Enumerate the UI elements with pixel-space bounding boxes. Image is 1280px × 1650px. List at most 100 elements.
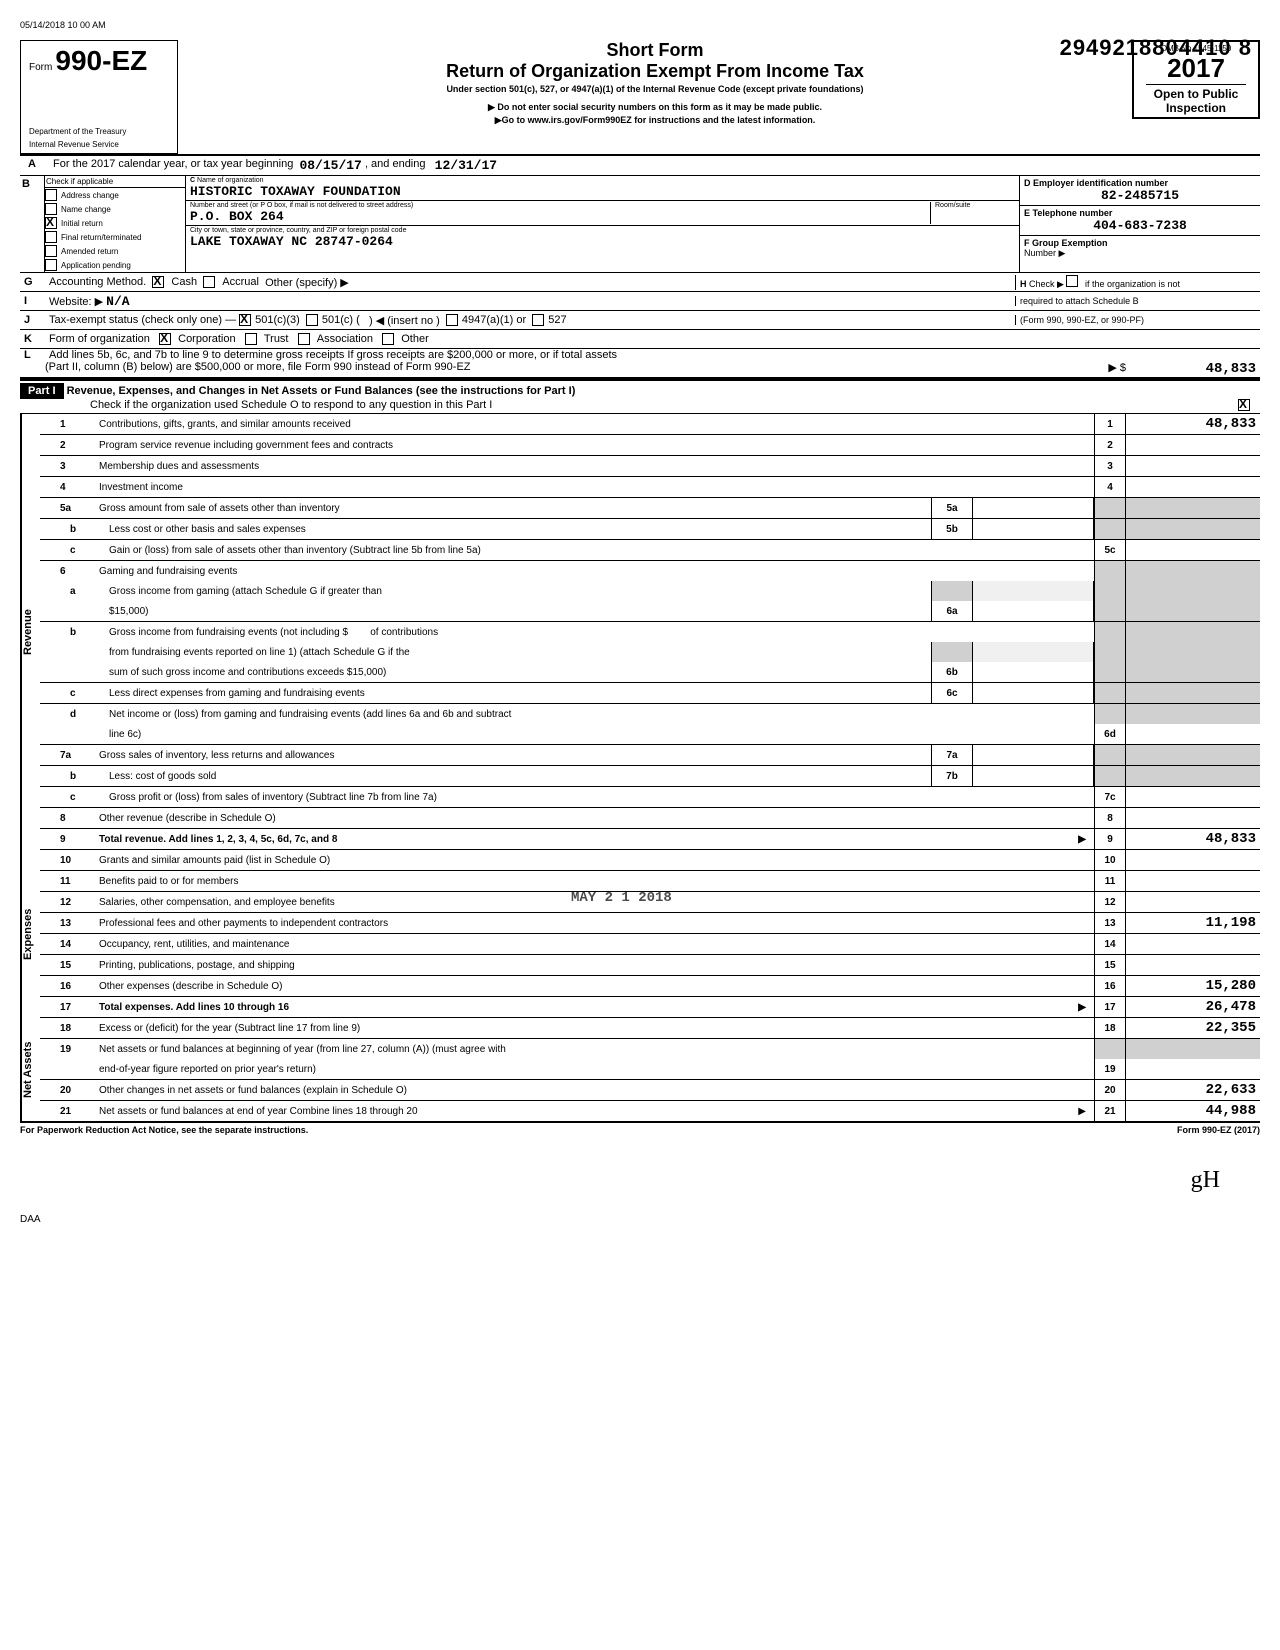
line-17-num: 17 (40, 997, 95, 1017)
line-15-val (1125, 955, 1260, 975)
line-8: 8 Other revenue (describe in Schedule O)… (40, 808, 1260, 829)
l-value: 48,833 (1126, 361, 1260, 377)
expenses-label: Expenses (21, 850, 40, 1018)
line-19-blank (40, 1059, 95, 1079)
l-text1: Add lines 5b, 6c, and 7b to line 9 to de… (49, 349, 617, 361)
line-5a-desc: Gross amount from sale of assets other t… (95, 498, 931, 518)
line-13-desc: Professional fees and other payments to … (95, 913, 1094, 933)
subtitle-2: ▶ Do not enter social security numbers o… (188, 102, 1122, 113)
initials: gH (20, 1167, 1220, 1194)
line-6: 6 Gaming and fundraising events (40, 561, 1260, 581)
assoc-checkbox[interactable] (298, 333, 310, 345)
line-7a-subval (973, 745, 1094, 765)
section-h: H Check ▶ if the organization is not (1015, 275, 1260, 290)
line-5b-num: b (40, 519, 105, 539)
line-7b-num: b (40, 766, 105, 786)
line-6b-desc3: from fundraising events reported on line… (105, 642, 931, 662)
line-6-num: 6 (40, 561, 95, 581)
line-1-desc: Contributions, gifts, grants, and simila… (95, 414, 1094, 434)
line-6a-2: $15,000) 6a (40, 601, 1260, 622)
line-5b-desc: Less cost or other basis and sales expen… (105, 519, 931, 539)
line-13-end: 13 (1094, 913, 1125, 933)
website-label: Website: ▶ (49, 295, 103, 308)
line-1-end: 1 (1094, 414, 1125, 434)
line-6b-num: b (40, 622, 105, 642)
public-inspection: Open to Public Inspection (1146, 84, 1246, 115)
line-10-end: 10 (1094, 850, 1125, 870)
dept-treasury: Department of the Treasury (29, 127, 169, 136)
line-6b-desc2: of contributions (370, 627, 438, 638)
line-6b-desc-wrap: Gross income from fundraising events (no… (105, 622, 1094, 642)
check-pending[interactable]: Application pending (45, 258, 185, 272)
line-14-desc: Occupancy, rent, utilities, and maintena… (95, 934, 1094, 954)
line-19-num: 19 (40, 1039, 95, 1059)
accounting-method-text: Accounting Method. (49, 276, 146, 288)
line-5b-shade (1094, 519, 1125, 539)
h-text2: required to attach Schedule B (1015, 296, 1260, 306)
corp-label: Corporation (178, 333, 235, 345)
trust-checkbox[interactable] (245, 333, 257, 345)
line-6b2-endshade (1125, 642, 1260, 662)
line-13-num: 13 (40, 913, 95, 933)
line-19-endshade (1125, 1039, 1260, 1059)
501c3-checkbox[interactable] (239, 314, 251, 326)
corp-checkbox[interactable] (159, 333, 171, 345)
label-k: K (20, 333, 49, 345)
line-6b-blank2 (40, 662, 105, 682)
group-exempt-label: Group Exemption (1032, 238, 1108, 248)
label-g: G (20, 276, 49, 288)
line-5a-subval (973, 498, 1094, 518)
line-6c-shade (1094, 683, 1125, 703)
group-number-label: Number ▶ (1024, 248, 1256, 259)
line-5c: c Gain or (loss) from sale of assets oth… (40, 540, 1260, 561)
check-name-change[interactable]: Name change (45, 202, 185, 216)
line-21: 21 Net assets or fund balances at end of… (40, 1101, 1260, 1121)
label-l: L (20, 349, 49, 361)
501c-checkbox[interactable] (306, 314, 318, 326)
line-13-val: 11,198 (1125, 913, 1260, 933)
check-final-return[interactable]: Final return/terminated (45, 230, 185, 244)
line-6d-endshade (1125, 704, 1260, 724)
line-5c-val (1125, 540, 1260, 560)
org-city-row: City or town, state or province, country… (186, 226, 1019, 250)
inspection: Inspection (1146, 101, 1246, 115)
org-info-column: C Name of organization HISTORIC TOXAWAY … (186, 176, 1019, 272)
check-initial-return[interactable]: Initial return (45, 216, 185, 230)
line-18-desc: Excess or (deficit) for the year (Subtra… (95, 1018, 1094, 1038)
line-6-desc: Gaming and fundraising events (95, 561, 1094, 581)
line-4-end: 4 (1094, 477, 1125, 497)
expenses-section: Expenses MAY 2 1 2018 10 Grants and simi… (20, 850, 1260, 1018)
line-19-end: 19 (1094, 1059, 1125, 1079)
line-20-end: 20 (1094, 1080, 1125, 1100)
check-address-change[interactable]: Address change (45, 188, 185, 202)
527-checkbox[interactable] (532, 314, 544, 326)
line-10-num: 10 (40, 850, 95, 870)
line-6c-sub: 6c (931, 683, 973, 703)
line-2-num: 2 (40, 435, 95, 455)
line-17-end: 17 (1094, 997, 1125, 1017)
check-amended[interactable]: Amended return (45, 244, 185, 258)
line-7a: 7a Gross sales of inventory, less return… (40, 745, 1260, 766)
line-14-end: 14 (1094, 934, 1125, 954)
label-j: J (20, 314, 49, 326)
schedule-o-checkbox[interactable] (1238, 399, 1250, 411)
label-b: B (20, 176, 45, 272)
line-7c-end: 7c (1094, 787, 1125, 807)
line-6-endshade (1125, 561, 1260, 581)
line-12-val (1125, 892, 1260, 912)
501c3-label: 501(c)(3) (255, 314, 300, 326)
line-11-val (1125, 871, 1260, 891)
other-org-checkbox[interactable] (382, 333, 394, 345)
line-9-end: 9 (1094, 829, 1125, 849)
section-a-text-pre: For the 2017 calendar year, or tax year … (53, 158, 293, 173)
4947-checkbox[interactable] (446, 314, 458, 326)
org-addr: P.O. BOX 264 (190, 209, 930, 224)
accrual-checkbox[interactable] (203, 276, 215, 288)
cash-checkbox[interactable] (152, 276, 164, 288)
line-8-val (1125, 808, 1260, 828)
dept-irs: Internal Revenue Service (29, 140, 169, 149)
line-19-shade (1094, 1039, 1125, 1059)
line-10-val (1125, 850, 1260, 870)
schedule-b-checkbox[interactable] (1066, 275, 1078, 287)
line-6b-1: b Gross income from fundraising events (… (40, 622, 1260, 642)
